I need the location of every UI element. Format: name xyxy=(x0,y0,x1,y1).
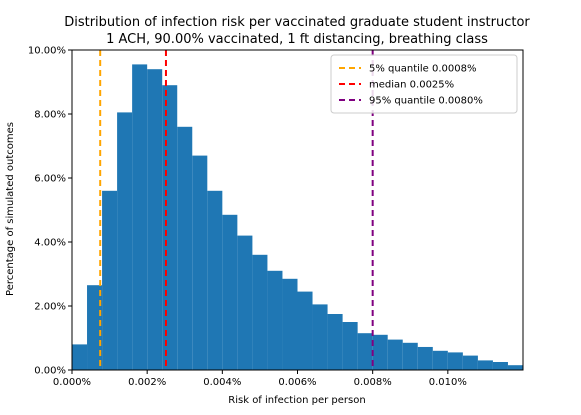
y-tick-label: 6.00% xyxy=(34,174,66,185)
x-tick-label: 0.004% xyxy=(203,377,241,388)
histogram-bar xyxy=(327,314,343,370)
y-tick-label: 0.00% xyxy=(34,366,66,377)
histogram-bar xyxy=(402,342,418,370)
ticks-layer: 0.000% 0.002% 0.004% 0.006% 0.008% 0.010% 0.00… xyxy=(28,46,467,389)
histogram-bar xyxy=(177,126,193,370)
histogram-bar xyxy=(207,190,223,370)
histogram-bar xyxy=(462,355,478,370)
legend-label: 5% quantile 0.0008% xyxy=(369,64,477,75)
histogram-bar xyxy=(357,333,373,370)
histogram-bar xyxy=(237,235,253,370)
histogram-bar xyxy=(267,270,283,370)
histogram-bar xyxy=(432,350,448,370)
y-axis-label: Percentage of simulated outcomes xyxy=(5,122,16,296)
histogram-bar xyxy=(507,365,523,370)
legend-box xyxy=(330,54,518,114)
histogram-bar xyxy=(477,360,493,370)
x-tick-label: 0.008% xyxy=(354,377,392,388)
x-tick-label: 0.010% xyxy=(429,377,467,388)
chart-title: Distribution of infection risk per vacci… xyxy=(64,15,530,30)
histogram-bar xyxy=(132,64,148,371)
histogram-bar xyxy=(387,339,403,370)
y-tick-label: 2.00% xyxy=(34,302,66,313)
y-tick-label: 8.00% xyxy=(34,110,66,121)
x-tick-label: 0.002% xyxy=(128,377,166,388)
histogram-bar xyxy=(312,304,328,370)
histogram-bar xyxy=(87,285,103,370)
histogram-bar xyxy=(282,278,298,370)
histogram-bar xyxy=(417,346,433,370)
x-tick-label: 0.000% xyxy=(53,377,91,388)
histogram-bar xyxy=(102,190,118,370)
histogram-bar xyxy=(492,362,508,370)
y-tick-label: 10.00% xyxy=(28,46,66,57)
y-tick-label: 4.00% xyxy=(34,238,66,249)
histogram-bar xyxy=(297,291,313,370)
histogram-bar xyxy=(147,69,163,370)
histogram-bar xyxy=(447,352,463,370)
histogram-bar xyxy=(252,254,268,370)
x-axis-label: Risk of infection per person xyxy=(228,395,365,406)
legend: 5% quantile 0.0008% median 0.0025% 95% qua… xyxy=(330,54,518,114)
bars-layer xyxy=(72,64,523,371)
legend-label: 95% quantile 0.0080% xyxy=(369,96,483,107)
histogram-bar xyxy=(222,214,238,370)
histogram-bar xyxy=(162,85,178,370)
histogram-bar xyxy=(117,112,133,371)
histogram-bar xyxy=(192,155,208,370)
chart-subtitle: 1 ACH, 90.00% vaccinated, 1 ft distancin… xyxy=(106,32,488,47)
histogram-bar xyxy=(342,322,358,370)
histogram-bar xyxy=(372,334,388,370)
histogram-bar xyxy=(72,344,88,370)
legend-label: median 0.0025% xyxy=(369,80,454,91)
x-tick-label: 0.006% xyxy=(278,377,316,388)
